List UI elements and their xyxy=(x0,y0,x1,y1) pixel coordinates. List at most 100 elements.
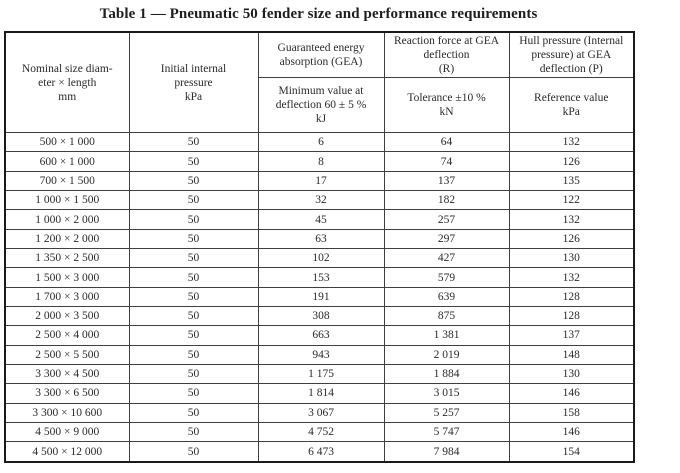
table-row: 500 × 1 000 50 6 64 132 xyxy=(4,132,635,153)
cell: 2 500 × 5 500 xyxy=(4,344,130,365)
cell: 297 xyxy=(383,228,510,250)
cell: 137 xyxy=(508,325,635,346)
cell: 3 300 × 4 500 xyxy=(4,363,130,385)
table-row: 700 × 1 500 50 17 137 135 xyxy=(4,170,635,192)
cell: 1 000 × 2 000 xyxy=(4,209,130,230)
cell: 130 xyxy=(508,248,635,269)
cell: 579 xyxy=(383,267,510,288)
cell: 137 xyxy=(383,170,510,192)
cell: 50 xyxy=(128,248,259,269)
cell: 1 814 xyxy=(257,383,385,404)
cell: 130 xyxy=(508,363,635,385)
cell: 4 500 × 12 000 xyxy=(4,441,130,463)
header-gea-sub: Minimum value at deflection 60 ± 5 % kJ xyxy=(257,77,385,134)
table-row: 3 300 × 6 500 50 1 814 3 015 146 xyxy=(4,383,635,404)
cell: 128 xyxy=(508,286,635,308)
cell: 3 300 × 10 600 xyxy=(4,402,130,423)
cell: 5 257 xyxy=(383,402,510,423)
table-row: 2 500 × 5 500 50 943 2 019 148 xyxy=(4,344,635,365)
cell: 50 xyxy=(128,421,259,443)
cell: 50 xyxy=(128,132,259,153)
cell: 135 xyxy=(508,170,635,192)
cell: 4 752 xyxy=(257,421,385,443)
cell: 500 × 1 000 xyxy=(4,132,130,153)
table-row: 2 500 × 4 000 50 663 1 381 137 xyxy=(4,325,635,346)
cell: 875 xyxy=(383,305,510,327)
cell: 126 xyxy=(508,228,635,250)
cell: 132 xyxy=(508,267,635,288)
cell: 17 xyxy=(257,170,385,192)
cell: 148 xyxy=(508,344,635,365)
cell: 1 350 × 2 500 xyxy=(4,248,130,269)
cell: 257 xyxy=(383,209,510,230)
header-hull-sub: Reference value kPa xyxy=(508,77,635,134)
table-row: 3 300 × 10 600 50 3 067 5 257 158 xyxy=(4,402,635,423)
cell: 50 xyxy=(128,286,259,308)
cell: 2 500 × 4 000 xyxy=(4,325,130,346)
header-row-group: Nominal size diam- eter × length mm Init… xyxy=(4,31,635,134)
cell: 1 000 × 1 500 xyxy=(4,190,130,211)
header-hull-group: Hull pressure (Internal pressure) at GEA… xyxy=(508,31,635,79)
cell: 50 xyxy=(128,344,259,365)
cell: 1 884 xyxy=(383,363,510,385)
cell: 45 xyxy=(257,209,385,230)
cell: 5 747 xyxy=(383,421,510,443)
cell: 50 xyxy=(128,325,259,346)
cell: 146 xyxy=(508,383,635,404)
cell: 1 700 × 3 000 xyxy=(4,286,130,308)
table-header: Nominal size diam- eter × length mm Init… xyxy=(4,31,635,134)
header-gea-group: Guaranteed energy absorption (GEA) xyxy=(257,31,385,79)
cell: 4 500 × 9 000 xyxy=(4,421,130,443)
table-row: 4 500 × 9 000 50 4 752 5 747 146 xyxy=(4,421,635,443)
cell: 50 xyxy=(128,363,259,385)
cell: 308 xyxy=(257,305,385,327)
cell: 663 xyxy=(257,325,385,346)
table-body: 500 × 1 000 50 6 64 132 600 × 1 000 50 8 74 126 70… xyxy=(4,132,635,463)
cell: 154 xyxy=(508,441,635,463)
cell: 700 × 1 500 xyxy=(4,170,130,192)
cell: 50 xyxy=(128,209,259,230)
cell: 7 984 xyxy=(383,441,510,463)
cell: 50 xyxy=(128,402,259,423)
table-row: 1 000 × 2 000 50 45 257 132 xyxy=(4,209,635,230)
table-row: 1 200 × 2 000 50 63 297 126 xyxy=(4,228,635,250)
cell: 63 xyxy=(257,228,385,250)
cell: 1 175 xyxy=(257,363,385,385)
cell: 50 xyxy=(128,190,259,211)
cell: 102 xyxy=(257,248,385,269)
cell: 1 200 × 2 000 xyxy=(4,228,130,250)
cell: 158 xyxy=(508,402,635,423)
cell: 600 × 1 000 xyxy=(4,151,130,172)
cell: 2 019 xyxy=(383,344,510,365)
cell: 1 381 xyxy=(383,325,510,346)
table-row: 1 500 × 3 000 50 153 579 132 xyxy=(4,267,635,288)
cell: 128 xyxy=(508,305,635,327)
cell: 126 xyxy=(508,151,635,172)
fender-requirements-table: Nominal size diam- eter × length mm Init… xyxy=(4,31,635,463)
cell: 50 xyxy=(128,305,259,327)
cell: 146 xyxy=(508,421,635,443)
cell: 50 xyxy=(128,170,259,192)
cell: 191 xyxy=(257,286,385,308)
cell: 3 015 xyxy=(383,383,510,404)
cell: 8 xyxy=(257,151,385,172)
header-row-sub: Minimum value at deflection 60 ± 5 % kJ … xyxy=(5,77,635,134)
cell: 50 xyxy=(128,383,259,404)
header-nominal-size: Nominal size diam- eter × length mm xyxy=(4,31,130,134)
cell: 2 000 × 3 500 xyxy=(4,305,130,327)
cell: 6 xyxy=(257,132,385,153)
cell: 153 xyxy=(257,267,385,288)
cell: 943 xyxy=(257,344,385,365)
cell: 32 xyxy=(257,190,385,211)
cell: 182 xyxy=(383,190,510,211)
table-title: Table 1 — Pneumatic 50 fender size and p… xyxy=(99,6,538,22)
table-row: 2 000 × 3 500 50 308 875 128 xyxy=(4,305,635,327)
cell: 3 300 × 6 500 xyxy=(4,383,130,404)
header-reaction-sub: Tolerance ±10 % kN xyxy=(383,77,510,134)
cell: 639 xyxy=(383,286,510,308)
header-reaction-group: Reaction force at GEA deflection (R) xyxy=(383,31,510,79)
cell: 427 xyxy=(383,248,510,269)
table-row: 600 × 1 000 50 8 74 126 xyxy=(4,151,635,172)
table-row: 3 300 × 4 500 50 1 175 1 884 130 xyxy=(4,363,635,385)
